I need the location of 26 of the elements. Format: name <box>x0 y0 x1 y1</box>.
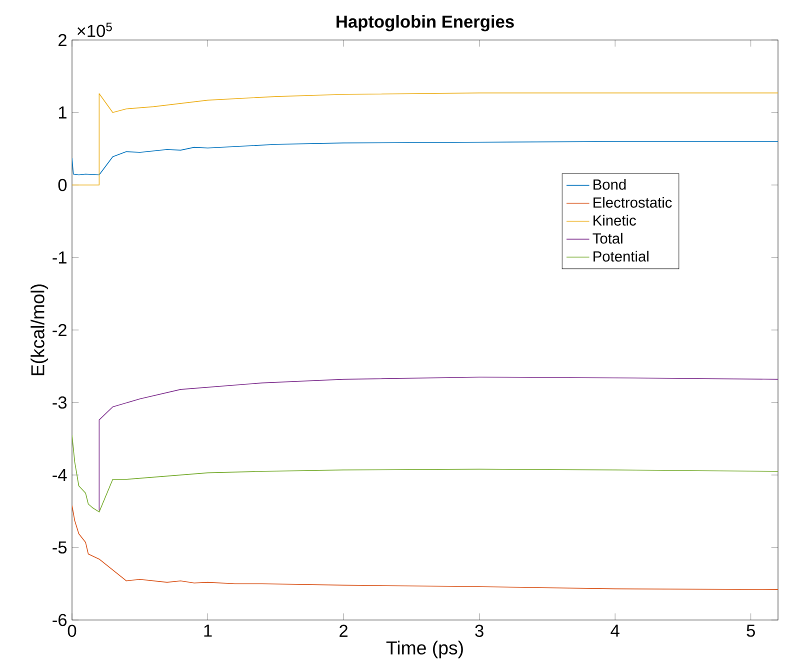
x-axis-title: Time (ps) <box>386 640 463 658</box>
x-tick-label: 2 <box>340 624 348 637</box>
legend-label: Electrostatic <box>594 196 672 208</box>
line-series <box>72 141 778 176</box>
y-axis-title: E(kcal/mol) <box>30 284 48 376</box>
y-tick-label: 2 <box>58 34 66 46</box>
y-tick-label: 1 <box>58 106 66 118</box>
y-tick-label: -1 <box>52 252 66 264</box>
y-tick-label: -6 <box>52 614 67 626</box>
y-tick-label: -2 <box>52 324 66 336</box>
y-tick-label: -5 <box>52 541 67 554</box>
chart-title: Haptoglobin Energies <box>336 15 514 32</box>
y-tick-label: 0 <box>58 178 67 192</box>
y-tick-label: -3 <box>52 396 67 409</box>
x-tick-label: 5 <box>746 624 755 637</box>
legend-label: Total <box>592 232 622 244</box>
x-tick-label: 0 <box>68 624 76 637</box>
line-series <box>72 505 778 590</box>
legend-label: Potential <box>594 250 648 262</box>
y-tick-label: -4 <box>52 469 67 481</box>
legend-label: Kinetic <box>594 214 636 226</box>
text: ×10$^{5}$ <box>77 22 112 38</box>
x-tick-label: 4 <box>610 624 620 637</box>
legend-label: Bond <box>594 179 626 190</box>
x-tick-label: 1 <box>204 624 212 637</box>
x-tick-label: 3 <box>475 624 484 637</box>
